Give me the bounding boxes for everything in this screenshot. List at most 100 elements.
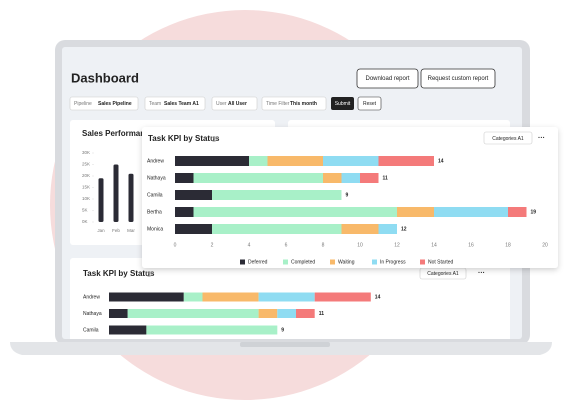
row-label: Nathaya xyxy=(83,311,102,317)
bar-segment xyxy=(360,173,379,183)
bar-segment xyxy=(277,309,296,318)
filter-select[interactable] xyxy=(69,96,139,111)
filter-value[interactable]: Sales Pipeline xyxy=(98,101,132,107)
row-label: Nathaya xyxy=(147,175,166,181)
card-title: Task KPI by Status xyxy=(83,269,155,278)
bar-segment xyxy=(258,309,278,318)
x-tick-label: 16 xyxy=(468,242,474,248)
filter-select[interactable] xyxy=(144,96,206,111)
row-label: Camila xyxy=(83,327,99,333)
x-tick-label: 14 xyxy=(431,242,437,248)
row-label: Monica xyxy=(147,226,163,232)
filter-label: User xyxy=(216,101,227,107)
y-tick-label: 10K xyxy=(82,196,90,201)
button[interactable] xyxy=(356,68,419,89)
bar-segment xyxy=(378,156,434,166)
dropdown[interactable] xyxy=(483,131,533,145)
total-label: 9 xyxy=(346,192,349,198)
y-tick-label: 25K xyxy=(82,162,90,167)
info-icon[interactable] xyxy=(146,271,152,277)
bar xyxy=(98,178,104,222)
x-tick-label: 0 xyxy=(174,242,177,248)
x-tick-label: 12 xyxy=(394,242,400,248)
filter-select[interactable] xyxy=(211,96,258,111)
laptop-base xyxy=(10,342,552,355)
info-icon[interactable] xyxy=(211,136,217,142)
bar-segment xyxy=(109,325,147,335)
card-title: Sales Performance xyxy=(82,129,155,138)
legend-label: Not Started xyxy=(428,259,454,265)
total-label: 12 xyxy=(401,226,407,232)
legend-swatch xyxy=(240,259,245,265)
reset-button[interactable] xyxy=(357,96,382,111)
bar-segment xyxy=(434,207,508,217)
more-menu[interactable]: ··· xyxy=(538,135,545,142)
bar-segment xyxy=(314,292,371,302)
total-label: 14 xyxy=(438,158,444,164)
bar-segment xyxy=(175,207,194,217)
filter-label: Time Filter xyxy=(266,101,290,107)
dropdown-label[interactable]: Categories A1 xyxy=(427,271,459,277)
x-tick-label: 6 xyxy=(285,242,288,248)
row-label: Bertha xyxy=(147,209,162,215)
bar-segment xyxy=(341,224,379,234)
bar-segment xyxy=(508,207,527,217)
filter-value[interactable]: All User xyxy=(228,101,247,107)
y-tick-label: 15K xyxy=(82,185,90,190)
button[interactable] xyxy=(420,68,496,89)
bar-segment xyxy=(296,309,315,318)
button-label[interactable]: Submit xyxy=(335,101,351,107)
bar-segment xyxy=(378,224,397,234)
filter-select[interactable] xyxy=(261,96,327,111)
laptop-notch xyxy=(240,342,330,347)
bar-segment xyxy=(183,292,203,302)
x-tick-label: Mar xyxy=(127,228,135,233)
filter-label: Team xyxy=(149,101,161,107)
x-tick-label: 18 xyxy=(505,242,511,248)
bar-segment xyxy=(202,292,259,302)
x-tick-label: 4 xyxy=(248,242,251,248)
total-label: 11 xyxy=(319,311,325,317)
bar xyxy=(128,173,134,222)
bar-segment xyxy=(258,292,315,302)
bar-segment xyxy=(323,156,379,166)
legend-swatch xyxy=(330,259,335,265)
bar-segment xyxy=(193,173,323,183)
x-tick-label: 20 xyxy=(542,242,548,248)
bar-segment xyxy=(109,292,184,302)
button-label[interactable]: Request custom report xyxy=(428,76,489,82)
row-label: Andrew xyxy=(147,158,164,164)
legend-label: Waiting xyxy=(338,259,355,265)
bar-segment xyxy=(212,190,342,200)
filter-value[interactable]: Sales Team A1 xyxy=(164,101,199,107)
bar-segment xyxy=(323,173,342,183)
bar-segment xyxy=(175,173,194,183)
legend-swatch xyxy=(283,259,288,265)
bar-segment xyxy=(193,207,397,217)
bar-segment xyxy=(127,309,259,318)
button-label[interactable]: Download report xyxy=(365,76,409,82)
x-tick-label: Feb xyxy=(112,228,120,233)
total-label: 14 xyxy=(375,294,381,300)
legend-label: Completed xyxy=(291,259,315,265)
bar-segment xyxy=(175,190,212,200)
dropdown-label[interactable]: Categories A1 xyxy=(492,136,524,142)
y-tick-label: 0K xyxy=(82,219,88,224)
submit-button[interactable] xyxy=(331,97,354,110)
legend-label: Deferred xyxy=(248,259,268,265)
x-tick-label: 8 xyxy=(322,242,325,248)
filter-value[interactable]: This month xyxy=(290,101,317,107)
row-label: Andrew xyxy=(83,294,100,300)
y-tick-label: 30K xyxy=(82,150,90,155)
legend-label: In Progress xyxy=(380,259,406,265)
y-tick-label: 20K xyxy=(82,173,90,178)
bar-segment xyxy=(249,156,268,166)
total-label: 11 xyxy=(383,175,389,181)
more-menu[interactable]: ··· xyxy=(478,270,485,277)
bar-segment xyxy=(212,224,342,234)
popup: Task KPI by Status Categories A1 ··· And… xyxy=(142,127,558,268)
bar-segment xyxy=(341,173,360,183)
bar-segment xyxy=(175,156,249,166)
button-label[interactable]: Reset xyxy=(363,101,377,107)
